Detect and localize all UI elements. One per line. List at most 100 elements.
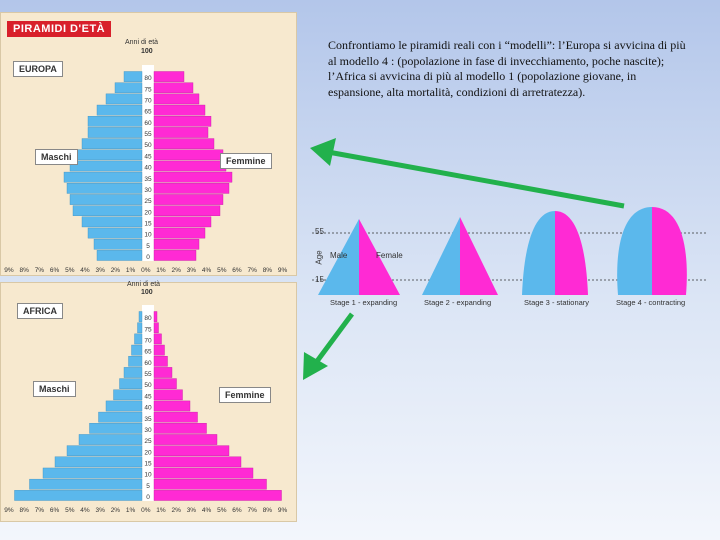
female-bar xyxy=(153,356,168,367)
age-tick-label: 80 xyxy=(144,315,152,322)
pct-tick-label: 7% xyxy=(35,267,45,274)
female-bar xyxy=(153,434,218,445)
female-bar xyxy=(153,250,197,261)
male-bar xyxy=(105,93,143,105)
pct-tick-label: 1% xyxy=(156,507,166,514)
age-tick-label: 10 xyxy=(144,472,152,479)
male-bar xyxy=(137,322,143,334)
female-bar xyxy=(153,490,282,501)
pct-tick-label: 3% xyxy=(187,507,197,514)
age-tick-label: 75 xyxy=(144,326,152,333)
pct-tick-label: 0% xyxy=(141,507,151,514)
age-tick-label: 5 xyxy=(146,483,150,490)
age-tick-label: 55 xyxy=(144,371,152,378)
male-bar xyxy=(131,344,143,356)
female-bar xyxy=(153,194,224,205)
male-bar xyxy=(69,160,143,172)
females-label: Femmine xyxy=(220,153,272,169)
model-tick-55: 55 xyxy=(315,227,324,236)
pct-tick-label: 4% xyxy=(80,267,90,274)
pct-tick-label: 4% xyxy=(80,507,90,514)
female-bar xyxy=(153,423,207,434)
pct-tick-label: 5% xyxy=(65,507,75,514)
female-bar xyxy=(153,227,206,239)
pct-tick-label: 7% xyxy=(35,507,45,514)
age-tick-label: 55 xyxy=(144,131,152,138)
age-tick-label: 20 xyxy=(144,449,152,456)
male-bar xyxy=(78,434,143,445)
pct-tick-label: 5% xyxy=(217,267,227,274)
pct-tick-label: 2% xyxy=(171,267,181,274)
male-bar xyxy=(81,138,143,149)
stage-2-label: Stage 2 - expanding xyxy=(424,298,492,307)
age-tick-label: 65 xyxy=(144,109,152,116)
age-tick-label: 60 xyxy=(144,120,152,127)
male-bar xyxy=(119,378,143,389)
male-bar xyxy=(98,411,143,423)
female-bar xyxy=(153,411,198,423)
pct-tick-label: 9% xyxy=(4,267,14,274)
female-bar xyxy=(153,216,212,228)
male-bar xyxy=(81,216,143,228)
pct-tick-label: 4% xyxy=(202,507,212,514)
africa-pyramid-panel: 80 75 70 65 60 55 50 45 40 35 30 25 20 15 10 5 0 9% 8% 7% 6%… xyxy=(0,281,297,522)
female-bar xyxy=(153,171,233,183)
pct-tick-label: 5% xyxy=(217,507,227,514)
pyramids-title: PIRAMIDI D'ETÀ xyxy=(7,21,112,37)
europe-pyramid-panel: 80 75 70 65 60 55 50 45 40 35 30 25 20 15 10 5 0 9% 8% 7% 6%… xyxy=(0,12,297,276)
age-tick-label: 35 xyxy=(144,416,152,423)
pct-tick-label: 8% xyxy=(19,507,29,514)
pct-tick-label: 9% xyxy=(278,267,288,274)
age-tick-label: 75 xyxy=(144,86,152,93)
age-tick-label: 40 xyxy=(144,405,152,412)
male-bar xyxy=(123,71,143,82)
female-bar xyxy=(153,456,242,468)
female-bar xyxy=(153,400,191,412)
male-bar xyxy=(96,250,143,261)
pct-tick-label: 4% xyxy=(202,267,212,274)
age-tick-label: 45 xyxy=(144,393,152,400)
female-bar xyxy=(153,82,194,94)
age-axis-title: Anni di età xyxy=(127,281,161,288)
male-bar xyxy=(89,423,143,434)
age-tick-label: 65 xyxy=(144,349,152,356)
males-label: Maschi xyxy=(35,149,78,165)
female-bar xyxy=(153,71,185,82)
model-pyramids: 55 15 Age Male Female Stage 1 - expandin… xyxy=(312,205,708,315)
female-bar xyxy=(153,367,173,378)
pct-tick-label: 6% xyxy=(232,507,242,514)
pct-tick-label: 3% xyxy=(187,267,197,274)
female-bar xyxy=(153,116,212,127)
age-tick-label: 30 xyxy=(144,427,152,434)
age-tick-label: 30 xyxy=(144,187,152,194)
male-bar xyxy=(63,171,143,183)
male-bar xyxy=(134,333,143,345)
age-axis-title: Anni di età xyxy=(125,39,159,46)
male-bar xyxy=(105,400,143,412)
male-bar xyxy=(66,183,143,194)
male-bar xyxy=(66,445,143,456)
female-bar xyxy=(153,104,206,116)
stage-3-label: Stage 3 - stationary xyxy=(524,298,590,307)
female-bar xyxy=(153,93,200,105)
female-bar xyxy=(153,205,221,216)
pct-tick-label: 0% xyxy=(141,267,151,274)
model-male-label: Male xyxy=(330,251,348,260)
male-bar xyxy=(114,82,143,94)
age-top-label: 100 xyxy=(141,289,153,296)
age-tick-label: 70 xyxy=(144,338,152,345)
female-bar xyxy=(153,445,230,456)
female-bar xyxy=(153,238,200,250)
arrow-to-africa-icon xyxy=(303,312,355,380)
female-bar xyxy=(153,183,230,194)
age-tick-label: 10 xyxy=(144,232,152,239)
pct-tick-label: 2% xyxy=(111,507,121,514)
male-bar xyxy=(54,456,143,468)
female-bar xyxy=(153,389,183,401)
age-tick-label: 60 xyxy=(144,360,152,367)
pct-tick-label: 1% xyxy=(126,507,136,514)
male-bar xyxy=(69,194,143,205)
age-spine xyxy=(142,305,154,501)
age-tick-label: 25 xyxy=(144,438,152,445)
age-tick-label: 5 xyxy=(146,243,150,250)
